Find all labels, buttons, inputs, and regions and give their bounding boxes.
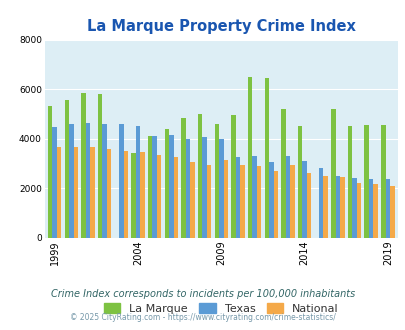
Bar	[273, 171, 277, 238]
Bar	[285, 156, 290, 238]
Bar	[389, 185, 394, 238]
Bar	[207, 165, 211, 238]
Bar	[202, 137, 207, 238]
Bar	[98, 94, 102, 238]
Bar	[152, 136, 156, 238]
Bar	[264, 78, 269, 238]
Bar	[147, 136, 152, 238]
Text: Crime Index corresponds to incidents per 100,000 inhabitants: Crime Index corresponds to incidents per…	[51, 289, 354, 299]
Bar	[156, 155, 161, 238]
Bar	[48, 106, 52, 238]
Bar	[281, 109, 285, 238]
Bar	[135, 126, 140, 238]
Bar	[252, 156, 256, 238]
Bar	[335, 176, 339, 238]
Bar	[123, 151, 128, 238]
Bar	[356, 183, 360, 238]
Title: La Marque Property Crime Index: La Marque Property Crime Index	[87, 19, 355, 34]
Bar	[380, 125, 385, 238]
Bar	[81, 93, 85, 238]
Bar	[57, 147, 61, 238]
Bar	[131, 153, 135, 238]
Bar	[368, 180, 373, 238]
Bar	[69, 124, 73, 238]
Bar	[181, 117, 185, 238]
Bar	[190, 162, 194, 238]
Bar	[140, 152, 144, 238]
Bar	[119, 124, 123, 238]
Bar	[85, 122, 90, 238]
Bar	[256, 166, 261, 238]
Legend: La Marque, Texas, National: La Marque, Texas, National	[99, 299, 342, 318]
Bar	[168, 135, 173, 238]
Bar	[240, 165, 244, 238]
Bar	[90, 147, 94, 238]
Bar	[339, 177, 344, 238]
Bar	[302, 161, 306, 238]
Bar	[352, 178, 356, 238]
Bar	[373, 184, 377, 238]
Bar	[197, 114, 202, 238]
Bar	[323, 176, 327, 238]
Bar	[247, 77, 252, 238]
Text: © 2025 CityRating.com - https://www.cityrating.com/crime-statistics/: © 2025 CityRating.com - https://www.city…	[70, 313, 335, 322]
Bar	[269, 162, 273, 238]
Bar	[385, 180, 389, 238]
Bar	[185, 139, 190, 238]
Bar	[102, 124, 107, 238]
Bar	[290, 165, 294, 238]
Bar	[235, 157, 240, 238]
Bar	[306, 173, 311, 238]
Bar	[223, 160, 228, 238]
Bar	[73, 147, 78, 238]
Bar	[230, 115, 235, 238]
Bar	[64, 100, 69, 238]
Bar	[297, 126, 302, 238]
Bar	[52, 127, 57, 238]
Bar	[164, 129, 168, 238]
Bar	[347, 126, 352, 238]
Bar	[318, 168, 323, 238]
Bar	[218, 139, 223, 238]
Bar	[107, 148, 111, 238]
Bar	[214, 124, 218, 238]
Bar	[330, 109, 335, 238]
Bar	[173, 157, 178, 238]
Bar	[364, 125, 368, 238]
